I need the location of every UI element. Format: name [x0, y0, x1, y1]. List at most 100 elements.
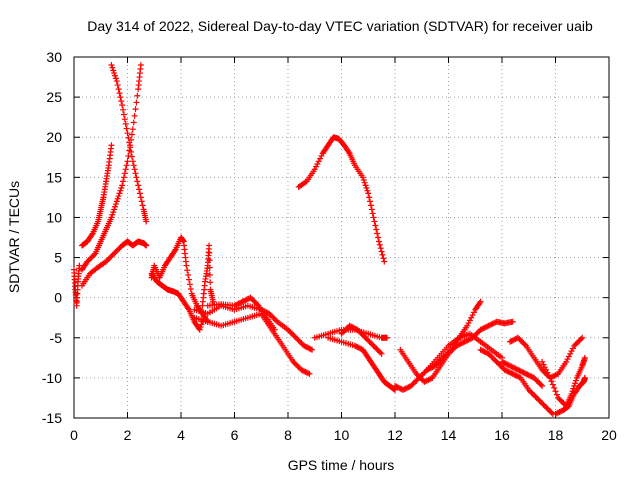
- data-point: [425, 376, 432, 383]
- data-point: [549, 381, 556, 388]
- data-point: [503, 367, 510, 374]
- data-point: [266, 310, 273, 317]
- x-tick-label: 8: [284, 427, 292, 443]
- data-point: [297, 338, 304, 345]
- data-point: [535, 396, 542, 403]
- data-point: [515, 334, 522, 341]
- data-point: [413, 377, 420, 384]
- data-point: [414, 372, 421, 379]
- data-point: [513, 366, 520, 373]
- data-point: [285, 326, 291, 333]
- data-point: [474, 329, 481, 336]
- data-point: [515, 373, 522, 380]
- data-point: [528, 389, 535, 396]
- data-point: [114, 82, 121, 89]
- data-point: [552, 410, 559, 417]
- data-point: [76, 262, 83, 269]
- data-point: [486, 352, 493, 359]
- data-point: [186, 281, 193, 288]
- data-point: [544, 369, 551, 376]
- data-point: [517, 337, 524, 344]
- data-point: [553, 391, 560, 398]
- data-point: [210, 298, 217, 305]
- data-point: [509, 337, 516, 344]
- data-point: [112, 249, 119, 256]
- data-point: [125, 152, 132, 159]
- data-point: [238, 299, 245, 306]
- data-point: [197, 324, 204, 331]
- data-point: [364, 187, 371, 194]
- data-point: [112, 75, 119, 82]
- data-point: [363, 336, 370, 343]
- data-point: [565, 353, 572, 360]
- data-point: [539, 382, 546, 389]
- data-point: [290, 332, 297, 339]
- data-point: [473, 330, 480, 337]
- data-point: [544, 405, 551, 412]
- data-point: [505, 368, 512, 375]
- data-point: [507, 338, 514, 345]
- data-point: [289, 330, 296, 337]
- x-axis-label: GPS time / hours: [288, 457, 395, 473]
- data-point: [563, 358, 570, 365]
- data-point: [113, 247, 120, 254]
- data-point: [117, 94, 124, 101]
- data-point: [131, 166, 138, 173]
- data-point: [437, 357, 444, 364]
- data-point: [186, 276, 193, 283]
- data-point: [137, 62, 144, 69]
- data-point: [367, 202, 374, 209]
- data-point: [537, 381, 544, 388]
- data-point: [480, 348, 487, 355]
- data-point: [206, 249, 213, 256]
- data-point: [143, 218, 150, 225]
- data-point: [552, 372, 559, 379]
- data-point: [527, 388, 534, 395]
- data-point: [232, 302, 239, 309]
- data-point: [575, 338, 582, 345]
- data-point: [375, 234, 382, 241]
- data-point: [418, 376, 425, 383]
- data-point: [113, 198, 120, 205]
- data-point: [426, 376, 433, 383]
- data-point: [118, 98, 125, 105]
- x-tick-label: 12: [387, 427, 403, 443]
- x-tick-label: 0: [70, 427, 78, 443]
- data-point: [449, 346, 456, 353]
- data-point: [366, 338, 373, 345]
- data-point: [302, 368, 309, 375]
- data-point: [397, 385, 404, 392]
- data-point: [488, 321, 495, 328]
- data-point: [413, 370, 420, 377]
- y-tick-label: -5: [50, 330, 63, 346]
- data-point: [567, 350, 574, 357]
- data-point: [532, 376, 539, 383]
- data-point: [450, 345, 457, 352]
- data-point: [113, 78, 120, 85]
- data-point: [298, 366, 305, 373]
- data-point: [465, 336, 472, 343]
- data-point: [88, 254, 95, 261]
- data-point: [528, 373, 535, 380]
- data-point: [477, 326, 484, 333]
- data-point: [271, 326, 278, 333]
- data-point: [540, 368, 547, 375]
- data-point: [478, 326, 485, 333]
- data-point: [545, 372, 552, 379]
- x-tick-labels: 0 2 4 6 8 10 12 14 16 18 20: [70, 427, 617, 443]
- data-point: [553, 371, 560, 378]
- data-point: [417, 374, 424, 381]
- data-point: [531, 392, 538, 399]
- data-point: [372, 222, 379, 229]
- data-point: [108, 253, 115, 260]
- data-point: [505, 362, 512, 369]
- data-point: [247, 294, 254, 301]
- data-point: [347, 323, 354, 330]
- data-point: [539, 400, 546, 407]
- data-point: [359, 174, 366, 181]
- data-point: [314, 160, 321, 167]
- data-point: [87, 255, 94, 262]
- data-point: [138, 198, 145, 205]
- data-point: [458, 340, 465, 347]
- data-point: [120, 106, 127, 113]
